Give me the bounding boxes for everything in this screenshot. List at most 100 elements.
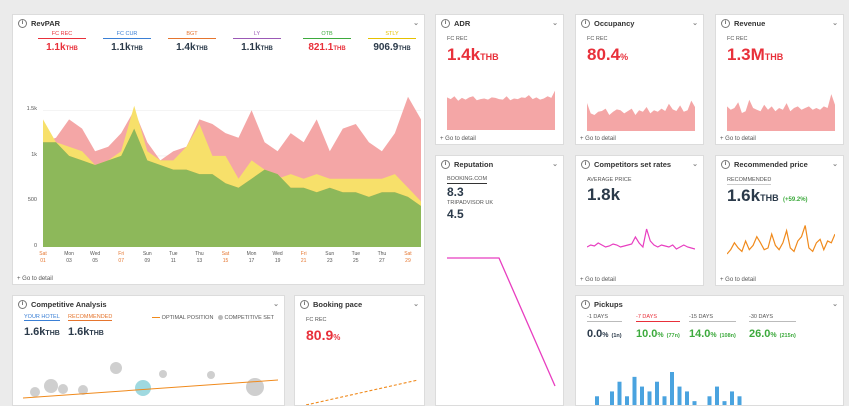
recommended-sparkline bbox=[727, 225, 835, 255]
go-to-detail-link[interactable]: + Go to detail bbox=[17, 276, 53, 282]
info-icon[interactable]: i bbox=[581, 18, 590, 28]
info-icon[interactable]: i bbox=[721, 18, 730, 28]
chevron-down-icon[interactable]: ⌄ bbox=[552, 161, 558, 168]
stat-label: FC CUR bbox=[103, 31, 151, 39]
pickup-bar bbox=[737, 396, 742, 405]
chevron-down-icon[interactable]: ⌄ bbox=[273, 301, 279, 308]
chevron-down-icon[interactable]: ⌄ bbox=[413, 301, 419, 308]
recommended-label: RECOMMENDED bbox=[727, 177, 772, 185]
stat-value: 1.1kTHB bbox=[241, 42, 273, 53]
adr-title: ADR bbox=[454, 18, 471, 28]
x-tick-label: Sat 01 bbox=[39, 251, 47, 264]
info-icon[interactable]: i bbox=[721, 159, 730, 169]
go-to-detail-link[interactable]: + Go to detail bbox=[720, 277, 756, 283]
pickup-bar bbox=[655, 381, 659, 405]
revpar-stat-fc-cur[interactable]: FC CUR 1.1kTHB bbox=[103, 31, 151, 53]
pickup-tab-value: 0.0% (1n) bbox=[587, 328, 622, 340]
competitive-legend: OPTIMAL POSITION COMPETITIVE SET bbox=[152, 315, 274, 321]
pickup-tab-label: -15 DAYS bbox=[689, 314, 736, 322]
revenue-sparkline bbox=[727, 94, 835, 131]
recommended-stat: RECOMMENDED 1.6kTHB bbox=[68, 314, 113, 338]
competitors-sparkline bbox=[587, 228, 695, 250]
recommended-delta: (+59.2%) bbox=[783, 197, 808, 203]
occupancy-sparkline bbox=[587, 100, 695, 131]
pickup-bar bbox=[715, 386, 719, 405]
booking-title: Booking pace bbox=[313, 299, 363, 309]
chevron-down-icon[interactable]: ⌄ bbox=[832, 161, 838, 168]
revpar-stat-ly[interactable]: LY 1.1kTHB bbox=[233, 31, 281, 53]
recommended-card: i Recommended price ⌄ RECOMMENDED 1.6kTHB … bbox=[715, 155, 844, 286]
pickup-bar bbox=[722, 401, 727, 405]
revpar-stat-stly[interactable]: STLY 906.9THB bbox=[368, 31, 416, 53]
x-tick-label: Sun 23 bbox=[325, 251, 335, 264]
pickup-tab-label: -30 DAYS bbox=[749, 314, 796, 322]
pickup-bar bbox=[610, 391, 614, 405]
info-icon[interactable]: i bbox=[300, 299, 309, 309]
your-hotel-stat: YOUR HOTEL 1.6kTHB bbox=[24, 314, 60, 338]
info-icon[interactable]: i bbox=[18, 18, 27, 28]
x-tick-label: Wed 19 bbox=[272, 251, 283, 264]
x-tick-label: Sat 29 bbox=[404, 251, 412, 264]
revenue-value: 1.3MTHB bbox=[727, 45, 784, 64]
pickup-bar bbox=[670, 372, 674, 405]
booking-label: FC REC bbox=[306, 317, 327, 323]
reputation-item-booking[interactable]: BOOKING.COM 8.3 bbox=[447, 176, 488, 199]
revpar-title: RevPAR bbox=[31, 18, 61, 28]
pickup-tab-value: 10.0% (77n) bbox=[636, 328, 680, 340]
pickup-tab[interactable]: -30 DAYS 26.0% (215n) bbox=[749, 314, 796, 342]
competitors-value: 1.8k bbox=[587, 185, 621, 204]
pickup-tab[interactable]: -15 DAYS 14.0% (108n) bbox=[689, 314, 736, 342]
sparkline-line bbox=[727, 225, 835, 255]
y-tick-label: 1k bbox=[31, 151, 37, 158]
info-icon[interactable]: i bbox=[441, 159, 450, 169]
y-tick-label: 500 bbox=[27, 197, 37, 204]
go-to-detail-link[interactable]: + Go to detail bbox=[720, 136, 756, 142]
chevron-down-icon[interactable]: ⌄ bbox=[692, 20, 698, 27]
info-icon[interactable]: i bbox=[441, 18, 450, 28]
stat-label: LY bbox=[233, 31, 281, 39]
revpar-stat-fc-rec[interactable]: FC REC 1.1kTHB bbox=[38, 31, 86, 53]
reputation-item-tripadvisor[interactable]: TRIPADVISOR UK 4.5 bbox=[447, 200, 494, 221]
competitors-title: Competitors set rates bbox=[594, 159, 672, 169]
x-tick-label: Mon 17 bbox=[246, 251, 257, 264]
competitors-card: i Competitors set rates ⌄ AVERAGE PRICE 1.… bbox=[575, 155, 704, 286]
pickup-tab[interactable]: -1 DAYS 0.0% (1n) bbox=[587, 314, 622, 342]
occupancy-title: Occupancy bbox=[594, 18, 635, 28]
booking-pace-line bbox=[306, 379, 419, 405]
sparkline-area bbox=[447, 90, 555, 130]
pickup-bar bbox=[677, 386, 682, 405]
info-icon[interactable]: i bbox=[18, 299, 27, 309]
occupancy-card: i Occupancy ⌄ FC REC 80.4% + Go to detail bbox=[575, 14, 704, 145]
x-tick-label: Fri 21 bbox=[300, 251, 307, 264]
x-tick-label: Wed 05 bbox=[90, 251, 101, 264]
chevron-down-icon[interactable]: ⌄ bbox=[552, 20, 558, 27]
pickups-card: i Pickups ⌄ -1 DAYS 0.0% (1n) -7 DAYS 10.0% (77… bbox=[575, 295, 844, 406]
chevron-down-icon[interactable]: ⌄ bbox=[692, 161, 698, 168]
chevron-down-icon[interactable]: ⌄ bbox=[832, 20, 838, 27]
revpar-stat-bgt[interactable]: BGT 1.4kTHB bbox=[168, 31, 216, 53]
recommended-value: 1.6kTHB (+59.2%) bbox=[727, 186, 808, 205]
pickup-bar bbox=[707, 396, 712, 405]
chevron-down-icon[interactable]: ⌄ bbox=[413, 20, 419, 27]
x-tick-label: Fri 07 bbox=[118, 251, 125, 264]
pickups-title: Pickups bbox=[594, 299, 623, 309]
go-to-detail-link[interactable]: + Go to detail bbox=[580, 136, 616, 142]
recommended-title: Recommended price bbox=[734, 159, 808, 169]
go-to-detail-link[interactable]: + Go to detail bbox=[580, 277, 616, 283]
pickup-bar bbox=[692, 401, 697, 405]
pickup-tab[interactable]: -7 DAYS 10.0% (77n) bbox=[636, 314, 680, 342]
competitive-bubble-chart bbox=[23, 362, 278, 399]
info-icon[interactable]: i bbox=[581, 299, 590, 309]
pickup-bar bbox=[730, 391, 734, 405]
x-tick-label: Thu 27 bbox=[377, 251, 387, 264]
stat-label: FC REC bbox=[38, 31, 86, 39]
go-to-detail-link[interactable]: + Go to detail bbox=[440, 136, 476, 142]
revenue-label: FC REC bbox=[727, 36, 748, 42]
booking-pace-card: i Booking pace ⌄ FC REC 80.9% bbox=[294, 295, 425, 406]
pickup-tab-value: 14.0% (108n) bbox=[689, 328, 736, 340]
chevron-down-icon[interactable]: ⌄ bbox=[832, 301, 838, 308]
revenue-card: i Revenue ⌄ FC REC 1.3MTHB + Go to detail bbox=[715, 14, 844, 145]
info-icon[interactable]: i bbox=[581, 159, 590, 169]
occupancy-label: FC REC bbox=[587, 36, 608, 42]
revpar-stat-otb[interactable]: OTB 821.1THB bbox=[303, 31, 351, 53]
